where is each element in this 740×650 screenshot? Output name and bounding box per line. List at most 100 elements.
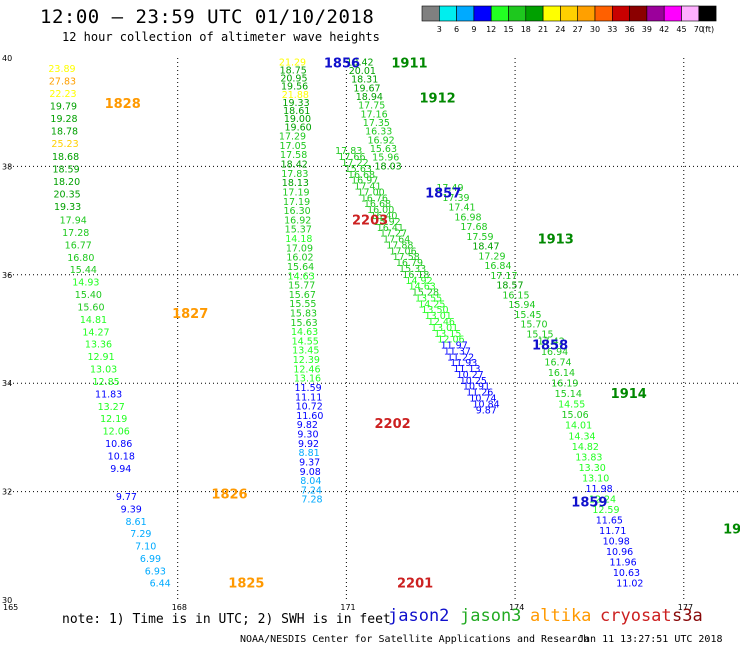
track-time-label: 1826 [211,487,247,502]
swh-value: 15.63 [370,144,397,155]
legend-swatch [646,5,665,22]
swh-value: 10.91 [463,382,490,393]
swh-value: 18.42 [281,160,308,171]
swh-value: 13.27 [98,402,125,413]
swh-value: 16.76 [361,193,388,204]
swh-value: 9.94 [110,464,131,475]
swh-value: 15.83 [290,309,317,320]
swh-value: 27.83 [49,76,76,87]
swh-value: 13.01 [425,311,452,322]
legend-swatch [681,5,700,22]
swh-value: 11.96 [609,558,636,569]
swh-value: 18.57 [496,281,523,292]
x-tick-label: 177 [678,603,693,612]
y-tick-label: 40 [2,54,12,63]
footer-note: note: 1) Time is in UTC; 2) SWH is in fe… [62,612,391,627]
legend-swatch [525,5,544,22]
swh-value: 11.83 [95,389,122,400]
swh-value: 11.65 [596,516,623,527]
swh-value: 17.58 [280,150,307,161]
swh-value: 16.18 [402,270,429,281]
y-tick-label: 32 [2,488,12,497]
footer-credit: NOAA/NESDIS Center for Satellite Applica… [240,634,590,645]
legend-threshold-label: 15 [503,25,513,34]
legend-threshold-label: 36 [625,25,635,34]
swh-value: 10.96 [606,547,633,558]
track-time-label: 2203 [352,214,388,229]
swh-value: 14.55 [558,400,585,411]
swh-value: 16.33 [365,127,392,138]
legend-swatch [629,5,648,22]
swh-value: 18.59 [52,164,79,175]
legend-threshold-label: 33 [607,25,617,34]
swh-value: 15.64 [287,262,314,273]
legend-threshold-label: 3 [437,25,442,34]
swh-value: 15.14 [555,389,582,400]
swh-value: 18.20 [53,177,80,188]
swh-value: 7.24 [301,485,322,496]
color-scale-legend: 3 6 9 12 15 18 21 24 27 30 33 36 39 42 45 70(ft) [421,5,717,34]
swh-value: 13.36 [85,340,112,351]
swh-value: 9.08 [300,467,321,478]
swh-value: 12.24 [589,494,616,505]
swh-value: 15.60 [77,302,104,313]
legend-threshold-label: 21 [538,25,548,34]
swh-value: 11.37 [444,346,471,357]
legend-swatch [663,5,682,22]
swh-value: 17.22 [342,158,369,169]
chart-subtitle: 12 hour collection of altimeter wave hei… [62,30,380,44]
legend-threshold-label: 27 [573,25,583,34]
swh-value: 18.03 [375,161,402,172]
swh-value: 13.45 [292,346,319,357]
swh-value: 17.00 [358,187,385,198]
swh-value: 14.82 [572,442,599,453]
swh-value: 17.09 [286,243,313,254]
swh-value: 16.92 [284,215,311,226]
legend-threshold-label: 70 [694,25,704,34]
swh-value: 16.19 [551,379,578,390]
swh-value: 18.61 [283,106,310,117]
swh-value: 10.86 [105,439,132,450]
swh-value: 13.50 [421,305,448,316]
swh-value: 17.29 [279,132,306,143]
swh-value: 15.55 [289,299,316,310]
swh-value: 8.04 [300,476,321,487]
swh-value: 15.37 [285,225,312,236]
legend-swatch [560,5,579,22]
swh-value: 19.33 [54,202,81,213]
swh-value: 16.68 [348,170,375,181]
swh-value: 16.41 [377,223,404,234]
swh-value: 20.35 [53,189,80,200]
swh-value: 7.28 [301,495,322,506]
swh-value: 14.27 [82,327,109,338]
swh-value: 15.45 [514,310,541,321]
swh-value: 14.63 [291,327,318,338]
legend-threshold-label: 24 [555,25,565,34]
swh-value: 15.67 [289,290,316,301]
swh-value: 18.78 [51,127,78,138]
swh-value: 17.42 [538,336,565,347]
swh-value: 17.19 [283,197,310,208]
swh-value: 8.61 [125,517,146,528]
swh-value: 20.95 [280,74,307,85]
swh-value: 16.68 [364,199,391,210]
swh-value: 16.30 [284,206,311,217]
swh-value: 12.46 [428,317,455,328]
swh-value: 9.30 [297,430,318,441]
swh-value: 17.58 [393,252,420,263]
y-tick-label: 34 [2,379,12,388]
swh-value: 16.77 [65,240,92,251]
swh-value: 16.84 [484,261,511,272]
swh-value: 18.13 [282,178,309,189]
swh-value: 17.94 [60,216,87,227]
swh-value: 14.81 [80,315,107,326]
swh-value: 14.01 [565,421,592,432]
track-time-label: 1825 [228,577,264,592]
swh-value: 16.94 [541,347,568,358]
swh-value: 18.68 [52,152,79,163]
swh-value: 15.94 [508,300,535,311]
swh-value: 16.92 [367,135,394,146]
swh-value: 15.77 [288,281,315,292]
chart-title: 12:00 – 23:59 UTC 01/10/2018 [40,6,375,28]
swh-value: 11.13 [453,364,480,375]
